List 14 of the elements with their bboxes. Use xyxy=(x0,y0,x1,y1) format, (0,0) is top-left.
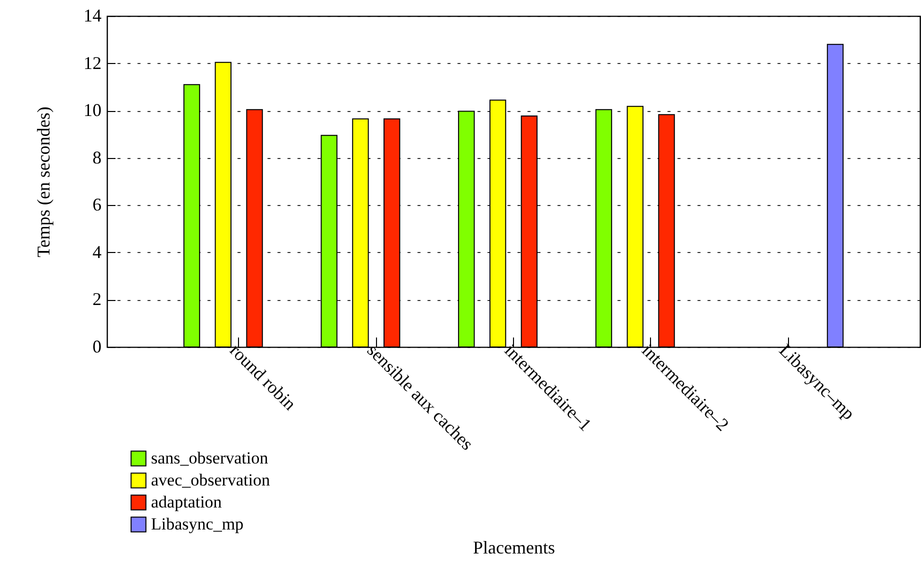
y-tick-label: 0 xyxy=(92,336,102,356)
y-tick-label: 12 xyxy=(84,52,102,73)
legend-label: avec_observation xyxy=(151,470,270,490)
y-tick-label: 6 xyxy=(92,194,102,215)
y-tick-label: 10 xyxy=(84,100,102,120)
y-tick-label: 2 xyxy=(92,289,102,310)
y-axis-title: Temps (en secondes) xyxy=(34,106,54,258)
legend-label: Libasync_mp xyxy=(151,514,244,534)
y-tick-label: 4 xyxy=(92,242,102,262)
y-tick-label: 14 xyxy=(84,6,102,26)
legend-label: sans_observation xyxy=(151,448,269,468)
x-axis-title: Placements xyxy=(473,538,555,558)
legend-label: adaptation xyxy=(151,492,222,512)
y-tick-label: 8 xyxy=(92,147,102,168)
